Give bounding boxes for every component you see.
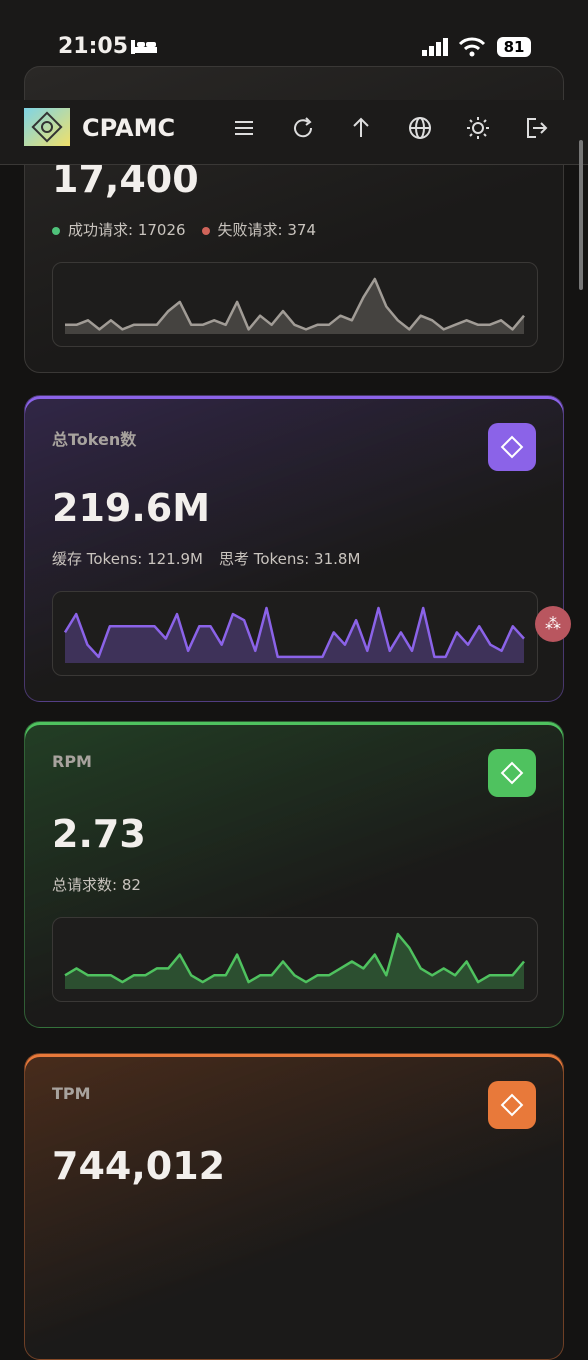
card-sub: 失败请求: 374 bbox=[201, 219, 316, 240]
sub-text: 失败请求: 374 bbox=[217, 221, 316, 239]
card-icon bbox=[488, 423, 536, 471]
translate-button[interactable]: ⁂ bbox=[535, 606, 571, 642]
page: 21:05 81 CPAMC 17,400 成功请求: 17026 失败请求: 37… bbox=[0, 34, 588, 1360]
card-label: TPM bbox=[52, 1084, 91, 1103]
brand[interactable]: CPAMC bbox=[82, 114, 176, 142]
card-label: RPM bbox=[52, 752, 92, 771]
sparkline-box bbox=[52, 591, 538, 676]
sparkline-line bbox=[64, 932, 525, 984]
sparkline bbox=[64, 932, 525, 989]
sub-text: 思考 Tokens: 31.8M bbox=[218, 550, 361, 568]
wifi-icon bbox=[458, 37, 486, 57]
menu-button[interactable] bbox=[235, 121, 253, 135]
logo bbox=[24, 108, 70, 146]
battery: 81 bbox=[497, 37, 531, 57]
stat-card: TPM 744,012 bbox=[24, 1053, 564, 1360]
sparkline bbox=[63, 606, 525, 663]
sparkline-area bbox=[65, 934, 524, 989]
card-icon bbox=[488, 1081, 536, 1129]
card-label: 总Token数 bbox=[52, 430, 137, 449]
header: CPAMC bbox=[0, 100, 588, 165]
sparkline-box bbox=[52, 262, 538, 347]
logout-button[interactable] bbox=[527, 118, 548, 138]
status-dot bbox=[201, 227, 210, 235]
theme-button[interactable] bbox=[467, 117, 489, 139]
sparkline-area bbox=[65, 608, 524, 663]
stat-card: RPM 2.73 总请求数: 82 bbox=[24, 721, 564, 1028]
card-value: 219.6M bbox=[52, 486, 211, 530]
status-dot bbox=[52, 227, 60, 235]
sparkline bbox=[65, 277, 525, 334]
card-value: 744,012 bbox=[52, 1144, 226, 1188]
sleep-icon bbox=[131, 40, 157, 54]
sub-text: 总请求数: 82 bbox=[52, 876, 141, 894]
card-sub: 思考 Tokens: 31.8M bbox=[219, 548, 360, 569]
card-sub: 成功请求: 17026 bbox=[52, 219, 186, 240]
card-value: 2.73 bbox=[52, 812, 146, 856]
time: 21:05 bbox=[58, 34, 129, 59]
sub-text: 成功请求: 17026 bbox=[68, 221, 186, 239]
header-actions bbox=[235, 117, 548, 139]
card-sub: 总请求数: 82 bbox=[52, 874, 141, 895]
language-button[interactable] bbox=[409, 117, 431, 139]
refresh-button[interactable] bbox=[294, 117, 313, 138]
sparkline-line bbox=[65, 277, 525, 331]
sparkline-box bbox=[52, 917, 538, 1002]
signal-icon bbox=[422, 38, 448, 56]
sub-text: 缓存 Tokens: 121.9M bbox=[52, 550, 203, 568]
card-sub: 缓存 Tokens: 121.9M bbox=[52, 548, 203, 569]
scrollbar bbox=[579, 140, 583, 290]
upload-button[interactable] bbox=[353, 117, 369, 137]
sparkline-area bbox=[65, 279, 524, 334]
sparkline-line bbox=[63, 606, 525, 659]
stat-card: 总Token数 219.6M 缓存 Tokens: 121.9M 思考 Tokens:… bbox=[24, 395, 564, 702]
card-icon bbox=[488, 749, 536, 797]
